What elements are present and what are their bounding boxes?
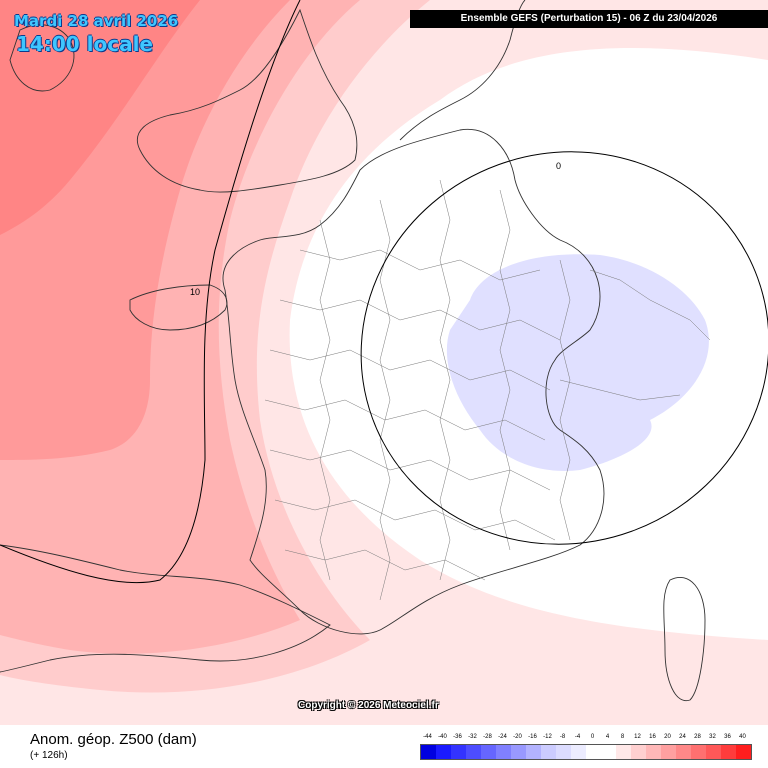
legend-color-bar: [420, 744, 752, 760]
contour-label-0: 0: [556, 161, 561, 171]
anomaly-zone-20-24: [0, 0, 200, 235]
legend-tick-label: 28: [694, 734, 701, 740]
legend-tick-label: -20: [513, 734, 522, 740]
contour-label-10: 10: [190, 287, 200, 297]
legend-swatch: [571, 745, 586, 759]
legend-swatch: [676, 745, 691, 759]
legend-tick-label: 20: [664, 734, 671, 740]
legend-tick-label: -36: [453, 734, 462, 740]
legend-swatch: [451, 745, 466, 759]
legend-swatch: [466, 745, 481, 759]
legend-tick-label: -44: [423, 734, 432, 740]
legend-swatch: [721, 745, 736, 759]
legend-tick-label: -16: [528, 734, 537, 740]
contour-0: [360, 151, 768, 545]
forecast-time: 14:00 locale: [16, 32, 153, 56]
footer-panel: Anom. géop. Z500 (dam) (+ 126h) -44 -40 -3…: [0, 725, 768, 768]
legend-scale-labels: -44 -40 -36 -32 -28 -24 -20 -16 -12 -8 -4 0 4 8 12 16 20…: [410, 734, 750, 744]
legend-tick-label: 24: [679, 734, 686, 740]
contour-10: [0, 0, 301, 584]
legend-swatch: [706, 745, 721, 759]
forecast-date: Mardi 28 avril 2026: [14, 12, 179, 30]
legend-swatch: [646, 745, 661, 759]
contours: [0, 0, 768, 584]
legend-swatch: [631, 745, 646, 759]
legend-tick-label: 32: [709, 734, 716, 740]
anomaly-zone-neg-4: [446, 254, 709, 471]
legend-swatch: [511, 745, 526, 759]
legend-swatch: [421, 745, 436, 759]
legend-swatch: [601, 745, 616, 759]
legend-tick-label: -24: [498, 734, 507, 740]
legend-swatch: [736, 745, 751, 759]
legend-swatch: [556, 745, 571, 759]
legend-swatch: [541, 745, 556, 759]
anomaly-map: 0 10: [0, 0, 768, 725]
legend-tick-label: 0: [590, 734, 595, 740]
legend-tick-label: 12: [634, 734, 641, 740]
legend-tick-label: -12: [543, 734, 552, 740]
legend-swatch: [616, 745, 631, 759]
legend-swatch: [586, 745, 601, 759]
legend-swatch: [661, 745, 676, 759]
department-borders: [264, 179, 711, 601]
legend-swatch: [496, 745, 511, 759]
legend-tick-label: 16: [649, 734, 656, 740]
legend-swatch: [526, 745, 541, 759]
copyright-text: Copyright © 2026 Meteociel.fr: [298, 700, 439, 711]
legend-tick-label: -32: [468, 734, 477, 740]
model-run-banner: Ensemble GEFS (Perturbation 15) - 06 Z d…: [410, 10, 768, 28]
legend-swatch: [436, 745, 451, 759]
legend-tick-label: 40: [739, 734, 746, 740]
variable-label: Anom. géop. Z500 (dam): [30, 731, 197, 748]
legend-tick-label: 4: [605, 734, 610, 740]
lead-time-label: (+ 126h): [30, 750, 68, 761]
legend-tick-label: -28: [483, 734, 492, 740]
legend-swatch: [691, 745, 706, 759]
legend-tick-label: 36: [724, 734, 731, 740]
legend-swatch: [481, 745, 496, 759]
legend-tick-label: -8: [559, 734, 566, 740]
legend-tick-label: -40: [438, 734, 447, 740]
legend-tick-label: -4: [574, 734, 581, 740]
legend-tick-label: 8: [620, 734, 625, 740]
